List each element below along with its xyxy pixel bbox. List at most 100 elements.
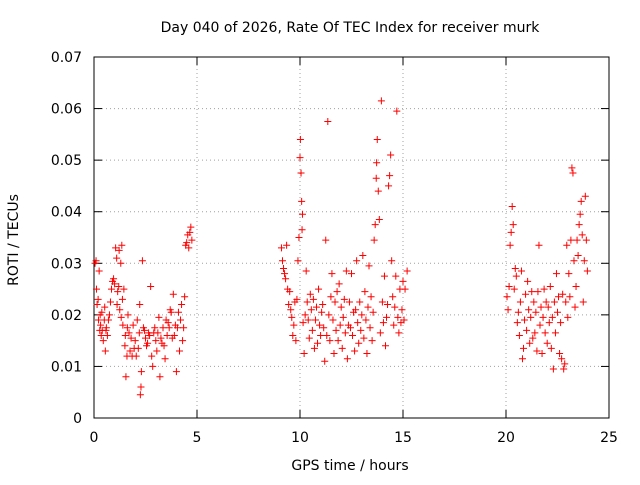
- data-point: [153, 347, 161, 355]
- data-point: [509, 221, 517, 229]
- data-point: [377, 97, 385, 105]
- data-point: [290, 321, 298, 329]
- y-tick-label: 0.05: [51, 153, 82, 169]
- data-point: [337, 303, 345, 311]
- data-point: [517, 267, 525, 275]
- data-point: [578, 231, 586, 239]
- data-point: [321, 357, 329, 365]
- data-point: [545, 319, 553, 327]
- x-tick-label: 20: [497, 430, 515, 446]
- data-point: [303, 298, 311, 306]
- data-point: [561, 360, 569, 368]
- data-point: [566, 293, 574, 301]
- data-point: [358, 311, 366, 319]
- data-point: [326, 337, 334, 345]
- data-point: [302, 267, 310, 275]
- data-point: [110, 275, 118, 283]
- data-point: [535, 241, 543, 249]
- data-point: [340, 295, 348, 303]
- data-point: [301, 311, 309, 319]
- data-point: [101, 303, 109, 311]
- data-point: [403, 267, 411, 275]
- data-point: [160, 342, 168, 350]
- data-point: [400, 316, 408, 324]
- data-point: [185, 244, 193, 252]
- data-point: [298, 197, 306, 205]
- data-point: [508, 203, 516, 211]
- data-point: [317, 331, 325, 339]
- data-point: [101, 347, 109, 355]
- data-point: [582, 236, 590, 244]
- y-axis-label: ROTI / TECUs: [6, 194, 22, 286]
- data-point: [111, 280, 119, 288]
- data-point: [538, 350, 546, 358]
- data-point: [167, 308, 175, 316]
- data-point: [368, 337, 376, 345]
- data-point: [570, 257, 578, 265]
- y-tick-label: 0.04: [51, 205, 82, 221]
- data-point: [320, 324, 328, 332]
- y-axis-tick-labels: 0 0.01 0.02 0.03 0.04 0.05 0.06 0.07: [51, 50, 82, 427]
- data-point: [177, 316, 185, 324]
- data-point: [127, 334, 135, 342]
- x-tick-label: 0: [90, 430, 99, 446]
- data-point: [142, 334, 149, 342]
- data-point: [138, 257, 146, 265]
- x-tick-label: 5: [193, 430, 202, 446]
- data-point: [124, 311, 132, 319]
- data-point: [555, 293, 563, 301]
- data-point: [98, 308, 106, 316]
- data-point: [583, 267, 591, 275]
- data-point: [393, 107, 401, 115]
- data-point: [373, 159, 381, 167]
- data-point: [298, 226, 306, 234]
- y-tick-label: 0.02: [51, 308, 82, 324]
- data-point: [118, 241, 126, 249]
- data-point: [318, 308, 326, 316]
- data-point: [543, 339, 551, 347]
- chart-title: Day 040 of 2026, Rate Of TEC Index for r…: [161, 20, 541, 36]
- data-point: [159, 324, 167, 332]
- data-point: [117, 313, 125, 321]
- data-point: [115, 282, 123, 290]
- data-point: [117, 259, 125, 267]
- data-point: [136, 301, 144, 309]
- data-point: [135, 329, 143, 337]
- data-point: [365, 262, 373, 270]
- data-point: [164, 319, 172, 327]
- data-point: [163, 331, 171, 339]
- data-point: [506, 241, 514, 249]
- data-point: [146, 331, 154, 339]
- data-point: [334, 337, 342, 345]
- data-point: [122, 373, 130, 381]
- y-tick-label: 0: [73, 411, 82, 427]
- data-point: [385, 182, 393, 190]
- data-point: [560, 365, 568, 373]
- data-point: [116, 306, 124, 314]
- data-point: [562, 298, 570, 306]
- data-point: [512, 272, 520, 280]
- data-point: [376, 329, 384, 337]
- data-point: [105, 311, 113, 319]
- data-point: [161, 355, 169, 363]
- data-point: [157, 334, 165, 342]
- data-point: [147, 282, 155, 290]
- data-point: [173, 324, 181, 332]
- x-tick-label: 15: [394, 430, 412, 446]
- data-point: [577, 197, 585, 205]
- axis-ticks: [93, 56, 610, 419]
- data-point: [144, 339, 152, 347]
- data-point: [363, 350, 371, 358]
- data-point: [282, 275, 290, 283]
- data-point: [342, 267, 350, 275]
- data-point: [390, 321, 398, 329]
- data-point: [357, 326, 365, 334]
- data-point: [360, 334, 368, 342]
- data-point: [292, 337, 300, 345]
- data-point: [133, 316, 141, 324]
- data-point: [181, 293, 189, 301]
- data-point: [380, 272, 388, 280]
- data-point: [579, 298, 587, 306]
- data-point: [283, 241, 291, 249]
